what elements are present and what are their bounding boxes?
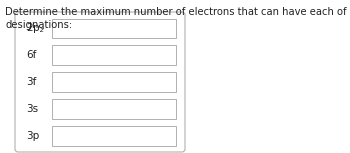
Text: 2p$_z$: 2p$_z$ — [26, 21, 45, 35]
Text: 3f: 3f — [26, 77, 36, 87]
Bar — [52, 99, 176, 119]
Bar — [52, 126, 176, 146]
Text: 6f: 6f — [26, 50, 36, 60]
Bar — [52, 19, 176, 38]
Text: designations:: designations: — [5, 20, 72, 30]
Text: Determine the maximum number of electrons that can have each of the following: Determine the maximum number of electron… — [5, 7, 350, 17]
Text: 3s: 3s — [26, 104, 38, 114]
Bar — [52, 45, 176, 65]
FancyBboxPatch shape — [15, 12, 185, 152]
Bar — [52, 72, 176, 92]
Text: 3p: 3p — [26, 131, 39, 141]
